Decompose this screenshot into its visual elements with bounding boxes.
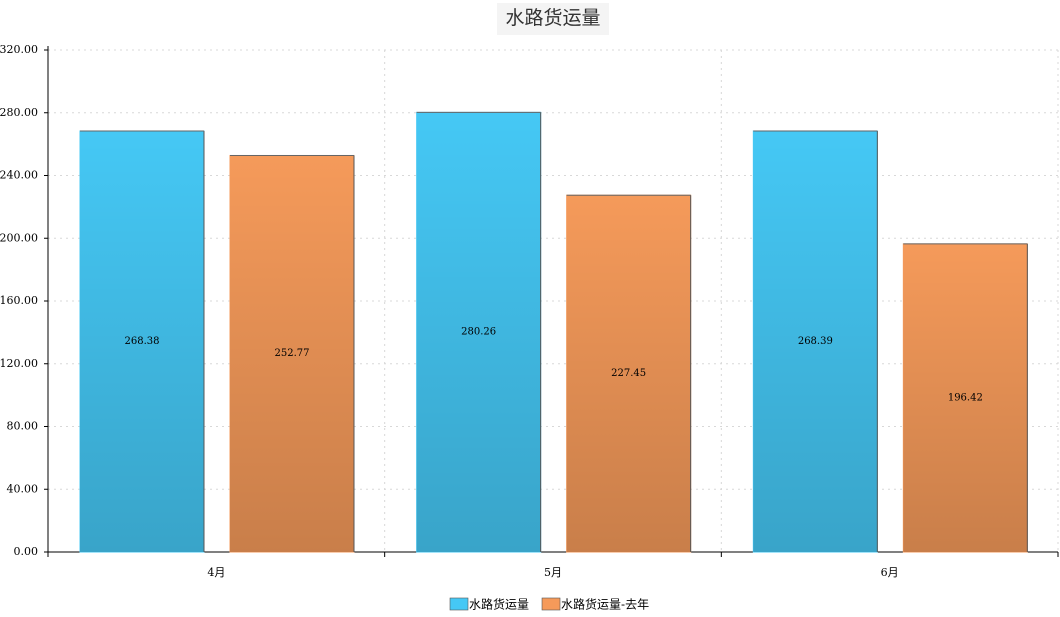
title-box [497,3,609,35]
data-label: 227.45 [611,368,646,379]
y-tick-label: 280.00 [0,106,38,119]
y-tick-label: 160.00 [0,294,38,307]
x-tick-label: 5月 [544,566,562,579]
bar-shade [903,243,1028,552]
data-label: 196.42 [948,392,983,403]
bar-shade [416,112,541,552]
y-tick-label: 120.00 [0,357,38,370]
legend-swatch [541,597,561,611]
legend-swatch [449,597,469,611]
chart-title: 水路货运量 [505,7,600,29]
legend-label: 水路货运量-去年 [561,597,649,612]
y-tick-label: 0.00 [14,545,39,558]
bar-shade [753,130,878,552]
data-label: 252.77 [275,348,310,359]
y-tick-label: 40.00 [7,482,39,495]
data-label: 268.39 [798,336,833,347]
data-label: 280.26 [461,327,496,338]
legend-label: 水路货运量 [469,597,529,612]
y-tick-label: 320.00 [0,43,38,56]
bar-shade [566,195,691,552]
y-tick-label: 80.00 [7,420,39,433]
bar-shade [80,130,204,552]
y-tick-label: 200.00 [0,231,38,244]
bar-shade [230,155,354,553]
y-tick-label: 240.00 [0,169,38,182]
data-label: 268.38 [125,336,160,347]
x-tick-label: 4月 [207,566,225,579]
x-tick-label: 6月 [881,566,899,579]
